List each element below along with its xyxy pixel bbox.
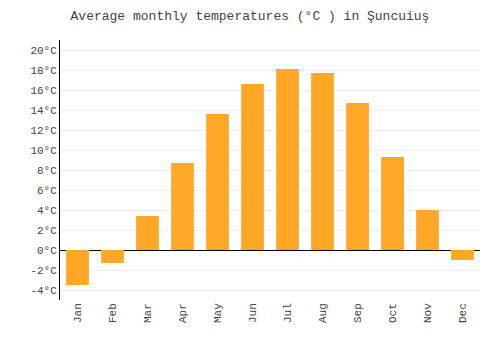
svg-text:May: May (212, 303, 224, 323)
svg-text:Oct: Oct (387, 303, 399, 323)
svg-text:Feb: Feb (107, 303, 119, 323)
svg-text:Nov: Nov (422, 303, 434, 323)
svg-text:Sep: Sep (352, 303, 364, 323)
svg-text:12°C: 12°C (30, 125, 57, 137)
svg-text:10°C: 10°C (30, 145, 57, 157)
svg-text:Jan: Jan (72, 303, 84, 323)
svg-text:Apr: Apr (177, 303, 189, 323)
svg-text:14°C: 14°C (30, 105, 57, 117)
svg-text:Aug: Aug (317, 303, 329, 323)
svg-text:6°C: 6°C (37, 185, 57, 197)
svg-text:18°C: 18°C (30, 65, 57, 77)
svg-text:Mar: Mar (142, 303, 154, 323)
svg-text:4°C: 4°C (37, 205, 57, 217)
svg-text:0°C: 0°C (37, 245, 57, 257)
svg-text:16°C: 16°C (30, 85, 57, 97)
svg-text:-4°C: -4°C (30, 285, 57, 297)
svg-text:2°C: 2°C (37, 225, 57, 237)
svg-text:8°C: 8°C (37, 165, 57, 177)
svg-text:Dec: Dec (457, 303, 469, 323)
svg-text:20°C: 20°C (30, 45, 57, 57)
svg-text:-2°C: -2°C (30, 265, 57, 277)
svg-text:Jun: Jun (247, 303, 259, 323)
svg-text:Jul: Jul (282, 303, 294, 323)
svg-text:Average monthly temperatures (: Average monthly temperatures (°C ) in Şu… (71, 9, 430, 24)
